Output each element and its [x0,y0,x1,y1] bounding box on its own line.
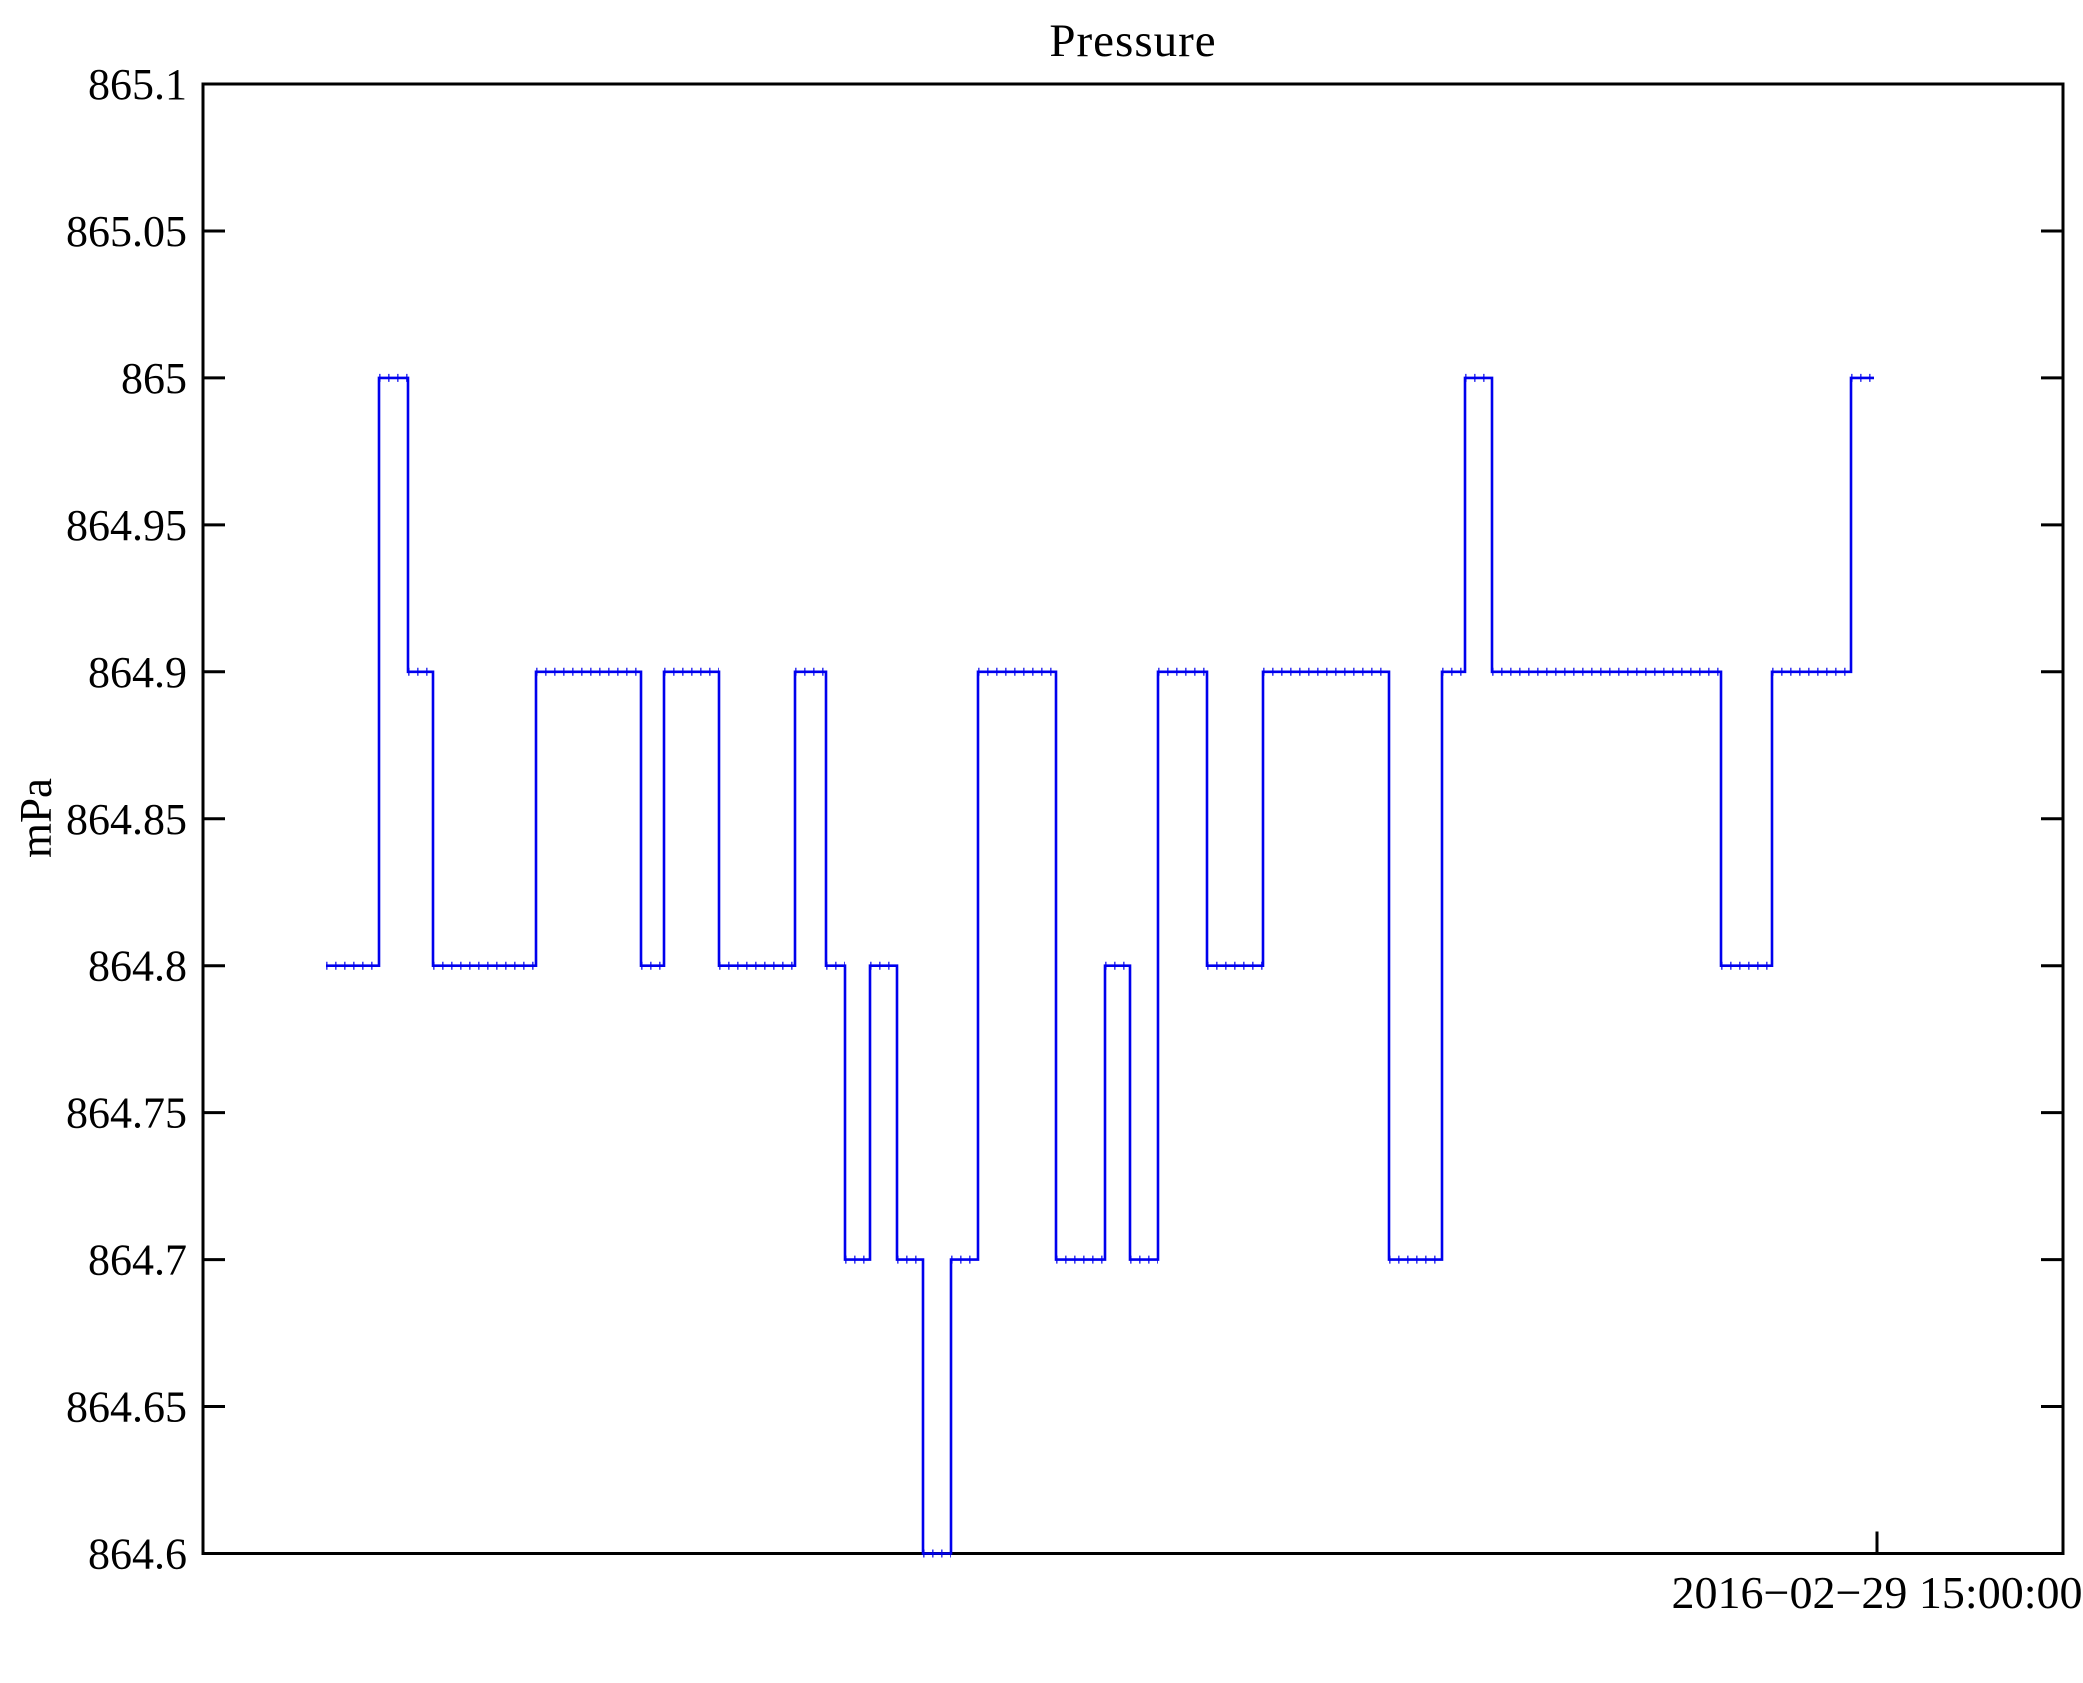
chart-title: Pressure [1049,15,1217,67]
y-tick-label: 864.9 [88,648,187,697]
step-line [326,376,1874,1555]
plot-border [201,82,2065,1555]
y-tick-label: 865 [121,354,187,403]
y-tick-label: 864.8 [88,942,187,991]
x-tick-label: 2016−02−29 15:00:00 [1671,1567,2083,1618]
y-tick-label: 864.95 [66,501,187,550]
y-tick-label: 865.05 [66,207,187,256]
y-tick-label: 864.85 [66,795,187,844]
y-tick-label: 864.7 [88,1236,187,1285]
y-tick-label: 864.75 [66,1089,187,1138]
y-tick-label: 864.65 [66,1383,187,1432]
y-tick-label: 865.1 [88,60,187,109]
y-tick-label: 864.6 [88,1530,187,1579]
